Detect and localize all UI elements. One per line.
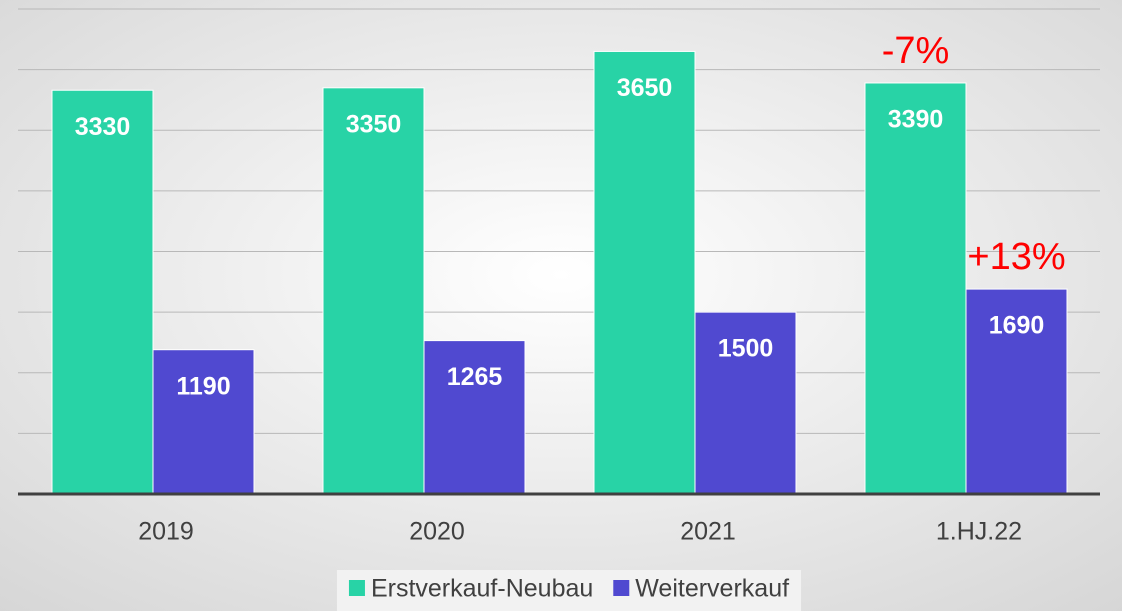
bar — [423, 340, 526, 495]
bar — [864, 82, 967, 495]
bar — [965, 288, 1068, 495]
value-label: 3390 — [888, 106, 944, 134]
value-label: 3330 — [75, 113, 131, 141]
x-tick-label: 2019 — [138, 518, 194, 546]
legend-box — [336, 570, 802, 611]
bar — [593, 50, 696, 495]
legend-swatch — [348, 580, 365, 596]
legend-label: Erstverkauf-Neubau — [371, 575, 593, 603]
x-tick-label: 2020 — [409, 518, 465, 546]
legend-label: Weiterverkauf — [635, 575, 789, 603]
legend-swatch — [613, 580, 630, 596]
annotation: -7% — [882, 30, 950, 72]
legend: Erstverkauf-Neubau Weiterverkauf — [336, 570, 802, 611]
annotation: +13% — [967, 236, 1065, 278]
bar — [51, 89, 154, 495]
bar — [152, 349, 255, 495]
bar — [322, 87, 425, 495]
bar — [694, 311, 797, 495]
value-label: 3650 — [617, 74, 673, 102]
value-label: 1265 — [447, 363, 503, 391]
x-tick-label: 2021 — [680, 518, 736, 546]
value-label: 1190 — [176, 372, 230, 400]
value-label: 1690 — [989, 312, 1045, 340]
value-label: 3350 — [346, 110, 402, 138]
x-tick-label: 1.HJ.22 — [936, 518, 1022, 546]
value-label: 1500 — [718, 335, 774, 363]
